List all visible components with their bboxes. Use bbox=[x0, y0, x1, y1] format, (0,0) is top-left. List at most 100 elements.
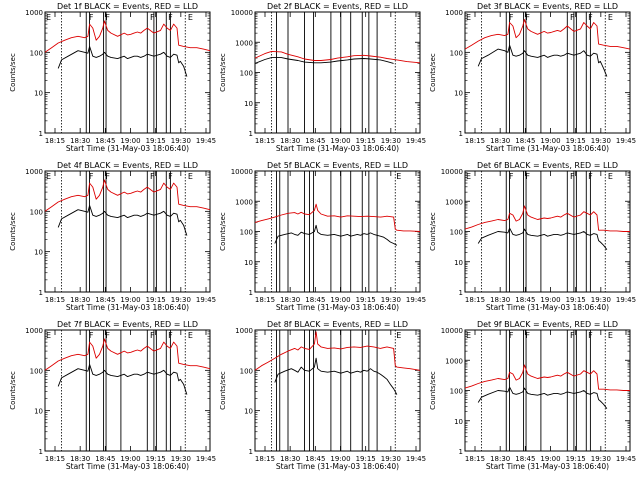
x-tick-label: 18:30 bbox=[490, 137, 510, 145]
x-tick-label: 18:45 bbox=[305, 137, 325, 145]
interval-marker: E bbox=[46, 331, 51, 340]
lld-series-line bbox=[464, 19, 631, 50]
lld-series-line bbox=[44, 179, 211, 212]
events-series-line bbox=[274, 224, 398, 246]
y-tick-label: 100 bbox=[450, 229, 463, 237]
y-tick-label: 10 bbox=[34, 90, 43, 98]
interval-marker: F bbox=[105, 13, 110, 22]
detector-panel: Det 8f BLACK = Events, RED = LLD 1 10 100 10… bbox=[219, 320, 426, 471]
interval-marker: F bbox=[168, 172, 173, 181]
y-tick-label: 1000 bbox=[445, 9, 463, 17]
y-tick-label: 1 bbox=[459, 130, 463, 138]
interval-marker: F bbox=[570, 13, 575, 22]
panel-title: Det 2f BLACK = Events, RED = LLD bbox=[267, 2, 408, 11]
x-tick-label: 19:45 bbox=[196, 137, 216, 145]
interval-marker: F bbox=[588, 331, 593, 340]
x-tick-label: 19:30 bbox=[171, 455, 191, 463]
x-tick-label: 19:30 bbox=[591, 137, 611, 145]
y-tick-label: 10000 bbox=[231, 9, 253, 17]
x-axis-label: Start Time (31-May-03 18:06:40) bbox=[486, 462, 609, 471]
interval-marker: F bbox=[150, 172, 155, 181]
y-tick-label: 1 bbox=[249, 448, 253, 456]
x-tick-label: 19:00 bbox=[330, 137, 350, 145]
interval-marker: E bbox=[608, 172, 613, 181]
lld-series-line bbox=[254, 331, 421, 371]
x-tick-label: 18:30 bbox=[280, 137, 300, 145]
x-axis-label: Start Time (31-May-03 18:06:40) bbox=[66, 144, 189, 153]
x-tick-label: 19:45 bbox=[616, 137, 636, 145]
x-tick-label: 19:30 bbox=[171, 137, 191, 145]
x-axis-label: Start Time (31-May-03 18:06:40) bbox=[66, 462, 189, 471]
events-series-line bbox=[57, 45, 188, 77]
interval-marker: F bbox=[570, 172, 575, 181]
plot-frame bbox=[44, 170, 211, 293]
y-axis-label: Counts/sec bbox=[429, 53, 437, 92]
events-series-line bbox=[477, 227, 608, 250]
interval-marker: F bbox=[525, 331, 530, 340]
interval-marker: F bbox=[168, 13, 173, 22]
y-axis-label: Counts/sec bbox=[9, 53, 17, 92]
x-tick-label: 19:30 bbox=[381, 296, 401, 304]
detector-panel: Det 9f BLACK = Events, RED = LLD 1 10 100 10… bbox=[429, 320, 636, 471]
y-tick-label: 1000 bbox=[445, 357, 463, 365]
panel-title: Det 3f BLACK = Events, RED = LLD bbox=[477, 2, 618, 11]
y-axis-label: Counts/sec bbox=[429, 371, 437, 410]
x-tick-label: 18:30 bbox=[490, 455, 510, 463]
events-series-line bbox=[254, 57, 394, 64]
lld-series-line bbox=[44, 338, 211, 371]
y-tick-label: 1000 bbox=[235, 327, 253, 335]
x-tick-label: 18:45 bbox=[515, 455, 535, 463]
detector-panel: Det 7f BLACK = Events, RED = LLD 1 10 100 10… bbox=[9, 320, 216, 471]
y-tick-label: 1 bbox=[39, 448, 43, 456]
events-series-line bbox=[57, 204, 188, 236]
x-tick-label: 19:00 bbox=[540, 296, 560, 304]
panel-title: Det 1f BLACK = Events, RED = LLD bbox=[57, 2, 198, 11]
x-tick-label: 18:30 bbox=[490, 296, 510, 304]
x-tick-label: 18:45 bbox=[305, 296, 325, 304]
detector-panel: Det 2f BLACK = Events, RED = LLD 1 10 100 10… bbox=[219, 2, 426, 153]
interval-marker: E bbox=[608, 331, 613, 340]
x-tick-label: 18:15 bbox=[465, 296, 485, 304]
x-tick-label: 19:15 bbox=[566, 137, 586, 145]
interval-marker: F bbox=[570, 331, 575, 340]
x-axis-label: Start Time (31-May-03 18:06:40) bbox=[276, 303, 399, 312]
x-tick-label: 19:45 bbox=[196, 296, 216, 304]
y-tick-label: 10 bbox=[454, 90, 463, 98]
x-axis-label: Start Time (31-May-03 18:06:40) bbox=[276, 144, 399, 153]
interval-marker: E bbox=[396, 172, 401, 181]
interval-marker: F bbox=[150, 331, 155, 340]
interval-marker: F bbox=[150, 13, 155, 22]
y-tick-label: 1000 bbox=[25, 168, 43, 176]
x-tick-label: 19:00 bbox=[120, 137, 140, 145]
y-axis-label: Counts/sec bbox=[219, 53, 227, 92]
x-tick-label: 19:00 bbox=[120, 296, 140, 304]
interval-marker: E bbox=[608, 13, 613, 22]
plot-frame bbox=[464, 11, 631, 134]
interval-marker: F bbox=[588, 13, 593, 22]
x-tick-label: 19:00 bbox=[330, 296, 350, 304]
detector-panel: Det 5f BLACK = Events, RED = LLD 1 10 100 10… bbox=[219, 161, 426, 312]
x-tick-label: 19:15 bbox=[356, 137, 376, 145]
y-tick-label: 1000 bbox=[235, 39, 253, 47]
x-tick-label: 19:45 bbox=[616, 296, 636, 304]
x-tick-label: 19:30 bbox=[591, 455, 611, 463]
interval-marker: E bbox=[46, 13, 51, 22]
interval-marker: F bbox=[89, 172, 94, 181]
interval-marker: F bbox=[105, 331, 110, 340]
panel-title: Det 9f BLACK = Events, RED = LLD bbox=[477, 320, 618, 329]
x-tick-label: 18:30 bbox=[70, 296, 90, 304]
x-tick-label: 18:30 bbox=[280, 296, 300, 304]
y-axis-label: Counts/sec bbox=[429, 212, 437, 251]
y-tick-label: 1 bbox=[39, 130, 43, 138]
x-axis-label: Start Time (31-May-03 18:06:40) bbox=[486, 144, 609, 153]
x-tick-label: 19:45 bbox=[406, 455, 426, 463]
y-tick-label: 1 bbox=[459, 289, 463, 297]
x-tick-label: 18:45 bbox=[515, 137, 535, 145]
y-tick-label: 10 bbox=[34, 249, 43, 257]
interval-marker: F bbox=[525, 13, 530, 22]
y-tick-label: 10 bbox=[454, 259, 463, 267]
lld-series-line bbox=[254, 50, 421, 64]
x-tick-label: 19:45 bbox=[196, 455, 216, 463]
y-tick-label: 10000 bbox=[441, 327, 463, 335]
